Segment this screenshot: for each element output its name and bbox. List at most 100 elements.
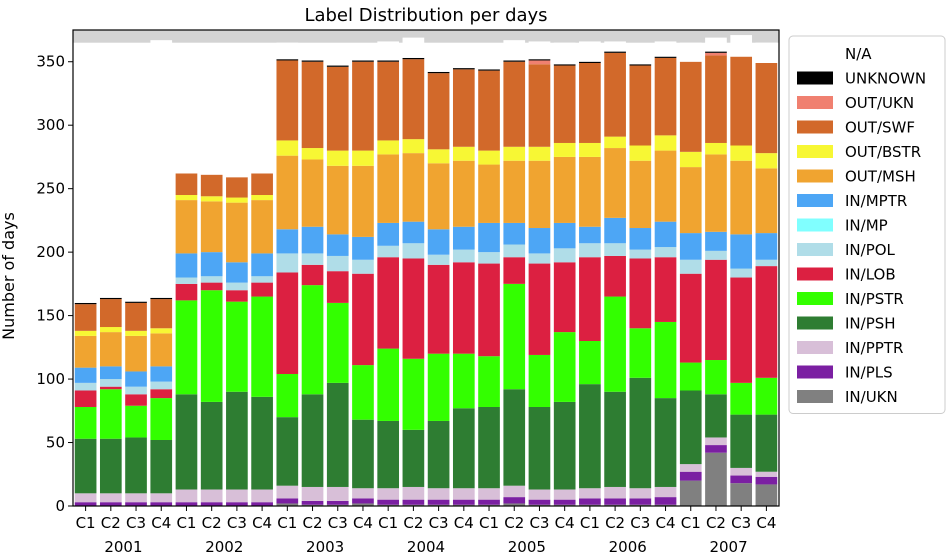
bar-segment: [301, 253, 324, 265]
bar-segment: [604, 504, 626, 506]
bar-segment: [604, 243, 626, 256]
legend-swatch: [797, 316, 833, 330]
bar-segment: [99, 366, 122, 380]
bar-segment: [125, 437, 147, 494]
bar-segment: [427, 149, 450, 164]
bar-segment: [654, 247, 677, 258]
x-tick-label: C2: [706, 514, 726, 532]
x-tick-label: C3: [731, 514, 751, 532]
bar-segment: [150, 328, 173, 334]
bar-segment: [654, 57, 677, 136]
bar-segment: [629, 50, 652, 65]
legend: N/A UNKNOWN OUT/UKN OUT/SWF OUT/BSTR OUT/MSH I…: [788, 35, 946, 414]
bar-segment: [427, 420, 450, 489]
bar-segment: [579, 156, 601, 227]
y-axis: 0 50 100 150 200 250 300 350: [36, 53, 73, 515]
legend-swatch: [797, 390, 833, 403]
bar-segment: [427, 254, 450, 265]
bar-segment: [74, 367, 97, 383]
bar-segment: [150, 299, 173, 329]
bar-segment: [377, 222, 400, 246]
bar-segment: [175, 253, 198, 278]
bar-segment: [175, 300, 198, 395]
legend-label: IN/PSTR: [845, 290, 904, 308]
bar-segment: [654, 150, 677, 222]
legend-label: UNKNOWN: [845, 70, 926, 88]
bar-segment: [503, 283, 526, 390]
bar-segment: [251, 396, 273, 490]
bar-segment: [99, 389, 122, 439]
bar-segment: [352, 60, 374, 62]
bar-segment: [553, 332, 576, 402]
bar-segment: [175, 173, 198, 196]
bar-segment: [326, 486, 349, 501]
bar-segment: [276, 229, 299, 254]
bar-segment: [755, 153, 778, 169]
bar-segment: [402, 504, 425, 506]
bar-segment: [326, 255, 349, 272]
bar-segment: [276, 417, 299, 486]
bar-segment: [730, 268, 753, 278]
plot-frame: [72, 29, 780, 507]
bar-segment: [579, 340, 601, 385]
x-group-label: 2002: [205, 538, 243, 555]
bar-segment: [553, 142, 576, 157]
bar-segment: [251, 253, 273, 277]
bar-segment: [679, 259, 702, 274]
bar-segment: [604, 148, 626, 218]
bar-segment: [604, 52, 626, 137]
bar-segment: [377, 348, 400, 421]
bar-segment: [326, 271, 349, 303]
bar-segment: [730, 160, 753, 235]
bar-segment: [352, 236, 374, 260]
x-tick-label: C1: [176, 514, 196, 532]
bar-segment: [654, 486, 677, 498]
bar-segment: [755, 168, 778, 234]
bar-segment: [99, 502, 122, 506]
bar-segment: [125, 493, 147, 503]
bar-segment: [402, 57, 425, 60]
x-tick-label: C1: [378, 514, 398, 532]
bar-segment: [629, 228, 652, 250]
bar-segment: [226, 391, 248, 490]
bar-segment: [579, 384, 601, 489]
legend-label: IN/POL: [845, 241, 896, 259]
bar-segment: [226, 489, 248, 503]
bar-segment: [175, 502, 198, 506]
bar-segment: [377, 61, 400, 141]
bar-segment: [427, 353, 450, 421]
bar-segment: [402, 429, 425, 487]
bar-segment: [301, 500, 324, 505]
bar-segment: [654, 56, 677, 58]
bar-segment: [200, 401, 223, 490]
bar-segment: [377, 140, 400, 155]
bar-segment: [377, 154, 400, 223]
bar-segment: [553, 489, 576, 500]
bar-segment: [730, 234, 753, 269]
bar-segment: [553, 401, 576, 490]
bar-segment: [654, 504, 677, 506]
bar-segment: [377, 257, 400, 349]
legend-swatch: [797, 169, 833, 183]
bar-segment: [175, 283, 198, 301]
bar-segment: [301, 264, 324, 286]
bar-segment: [503, 61, 526, 147]
bar-segment: [251, 489, 273, 503]
bar-segment: [276, 42, 299, 60]
x-group-label: 2003: [306, 538, 344, 555]
bar-segment: [99, 327, 122, 333]
bar-segment: [730, 35, 753, 57]
bar-segment: [629, 160, 652, 229]
bar-segment: [326, 65, 349, 67]
bar-segment: [427, 73, 450, 150]
bar-segment: [503, 503, 526, 506]
bar-segment: [503, 60, 526, 62]
bar-segment: [629, 504, 652, 506]
bar-segment: [705, 37, 727, 52]
bar-segment: [528, 64, 551, 147]
bar-segment: [579, 61, 601, 63]
bar-segment: [553, 262, 576, 333]
x-tick-label: C1: [277, 514, 297, 532]
bar-segment: [629, 64, 652, 66]
bar-segment: [352, 419, 374, 489]
